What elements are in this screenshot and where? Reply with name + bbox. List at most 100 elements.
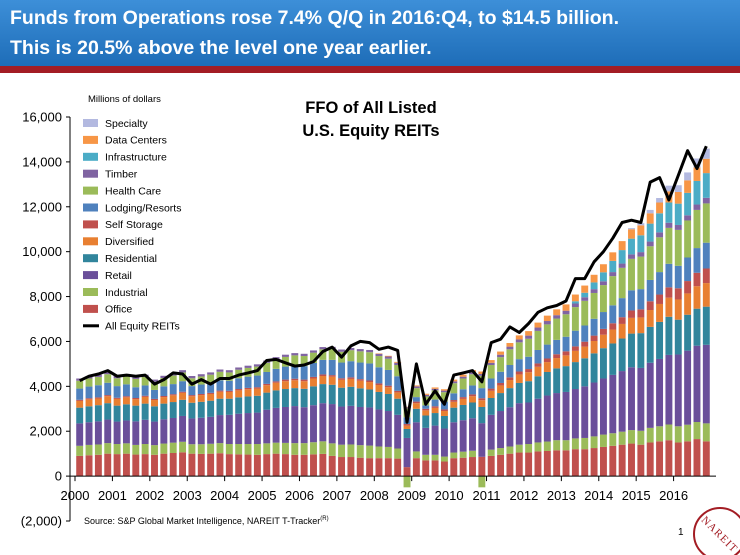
- bar-segment: [113, 398, 121, 406]
- bar-segment: [188, 444, 196, 454]
- bar-segment: [693, 272, 701, 287]
- bar-segment: [319, 359, 327, 375]
- bar-segment: [571, 438, 579, 450]
- bar-segment: [253, 454, 261, 477]
- bar-segment: [459, 404, 467, 421]
- bar-segment: [497, 382, 505, 386]
- x-tick-label: 2007: [322, 488, 351, 503]
- bar-segment: [179, 452, 187, 477]
- bar-segment: [515, 403, 523, 445]
- bar-segment: [141, 395, 149, 397]
- bar-segment: [553, 358, 561, 369]
- bar-segment: [76, 407, 84, 424]
- bar-segment: [431, 425, 439, 455]
- bar-segment: [618, 317, 626, 324]
- bar-segment: [272, 407, 280, 443]
- bar-segment: [104, 374, 112, 383]
- bar-segment: [328, 375, 336, 377]
- bar-segment: [375, 458, 383, 477]
- bar-segment: [151, 389, 158, 399]
- bar-segment: [197, 374, 205, 377]
- bar-segment: [684, 441, 692, 477]
- bar-segment: [291, 388, 299, 407]
- bar-segment: [384, 355, 392, 357]
- bar-segment: [300, 443, 308, 455]
- bar-segment: [478, 398, 486, 401]
- bar-segment: [216, 398, 224, 416]
- bar-segment: [506, 453, 514, 477]
- bar-segment: [487, 362, 495, 366]
- bar-segment: [450, 458, 458, 477]
- bar-segment: [543, 358, 551, 363]
- bar-segment: [646, 241, 654, 247]
- bar-segment: [412, 451, 420, 459]
- bar-segment: [422, 410, 430, 416]
- bar-segment: [450, 379, 458, 382]
- legend-swatch: [83, 186, 98, 195]
- bar-segment: [478, 423, 486, 457]
- bar-segment: [375, 356, 383, 368]
- bar-segment: [618, 323, 626, 339]
- bar-segment: [665, 297, 673, 317]
- legend-swatch: [83, 203, 98, 212]
- bar-segment: [674, 265, 682, 289]
- bar-segment: [179, 415, 187, 442]
- bar-segment: [665, 202, 673, 223]
- bar-segment: [469, 374, 476, 386]
- bar-segment: [553, 393, 561, 441]
- bar-segment: [328, 349, 336, 360]
- bar-segment: [169, 442, 177, 453]
- bar-segment: [300, 407, 308, 444]
- bar-segment: [412, 388, 420, 398]
- bar-segment: [291, 378, 299, 381]
- x-tick-label: 2006: [285, 488, 314, 503]
- bar-segment: [422, 393, 430, 395]
- bar-segment: [506, 388, 514, 408]
- bar-segment: [151, 379, 158, 382]
- bar-segment: [347, 347, 355, 351]
- x-tick-label: 2013: [547, 488, 576, 503]
- bar-segment: [394, 392, 402, 399]
- bar-segment: [169, 394, 177, 396]
- bar-segment: [581, 449, 589, 477]
- bar-segment: [469, 394, 476, 397]
- bar-segment: [412, 422, 420, 452]
- bar-segment: [384, 411, 392, 447]
- bar-segment: [422, 415, 430, 428]
- bar-segment: [179, 372, 187, 382]
- bar-segment: [141, 454, 149, 477]
- bar-segment: [646, 209, 654, 214]
- bar-segment: [122, 397, 130, 405]
- bar-segment: [674, 191, 682, 204]
- bar-segment: [543, 324, 551, 345]
- bar-segment: [665, 227, 673, 264]
- bar-segment: [253, 444, 261, 455]
- bar-segment: [515, 335, 523, 340]
- bar-segment: [581, 325, 589, 342]
- bar-segment: [506, 377, 514, 381]
- bar-segment: [319, 374, 327, 377]
- bar-segment: [225, 370, 233, 373]
- bar-segment: [384, 387, 392, 394]
- bar-segment: [637, 333, 645, 368]
- bar-segment: [581, 292, 589, 298]
- bar-segment: [515, 374, 523, 383]
- bar-segment: [216, 369, 224, 372]
- bar-segment: [179, 391, 187, 393]
- bar-segment: [637, 444, 645, 477]
- bar-segment: [104, 443, 112, 454]
- bar-segment: [702, 423, 710, 442]
- bar-segment: [281, 379, 289, 382]
- bar-segment: [104, 419, 112, 444]
- bar-segment: [412, 385, 420, 387]
- bar-segment: [599, 446, 607, 477]
- bar-segment: [347, 378, 355, 387]
- bar-segment: [637, 225, 645, 236]
- bar-segment: [459, 389, 467, 398]
- legend-swatch: [83, 220, 98, 229]
- bar-segment: [356, 379, 364, 381]
- x-tick-label: 2014: [584, 488, 613, 503]
- bar-segment: [450, 393, 458, 401]
- page-number: 1: [678, 527, 684, 538]
- y-tick-label: 12,000: [22, 199, 62, 214]
